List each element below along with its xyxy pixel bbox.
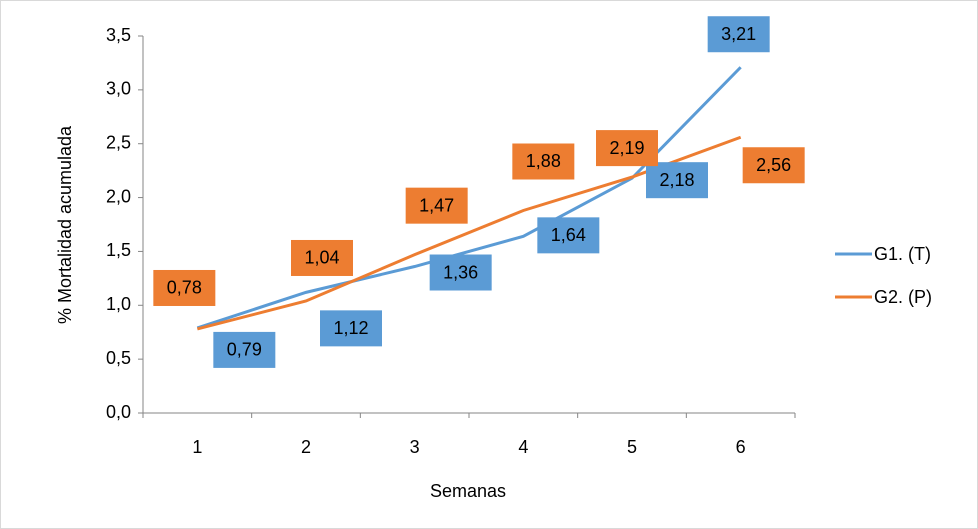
data-label: 0,79 [227, 340, 262, 360]
y-tick-label: 0,0 [106, 402, 131, 422]
data-label-box [646, 162, 708, 199]
data-label-box [213, 331, 276, 368]
data-label: 0,78 [167, 278, 202, 298]
y-tick-label: 3,5 [106, 25, 131, 45]
data-label: 2,56 [756, 155, 791, 175]
data-label: 1,64 [551, 225, 586, 245]
data-label-box [153, 269, 216, 306]
x-tick-label: 2 [301, 437, 311, 457]
y-axis-title: % Mortalidad acumulada [55, 125, 75, 324]
data-label: 1,04 [304, 248, 339, 268]
data-label-box [512, 143, 575, 180]
data-label: 2,18 [659, 170, 694, 190]
legend-label: G1. (T) [874, 244, 931, 264]
y-tick-label: 3,0 [106, 79, 131, 99]
data-label: 2,19 [609, 138, 644, 158]
legend-label: G2. (P) [874, 287, 932, 307]
data-label-box [320, 310, 382, 347]
data-label-box [537, 217, 600, 254]
x-axis-title: Semanas [430, 481, 506, 501]
y-tick-label: 0,5 [106, 348, 131, 368]
y-tick-label: 1,5 [106, 240, 131, 260]
data-label: 1,12 [333, 318, 368, 338]
x-tick-label: 3 [410, 437, 420, 457]
y-tick-label: 1,0 [106, 294, 131, 314]
data-label-box [429, 254, 492, 291]
data-label: 1,88 [526, 151, 561, 171]
x-tick-label: 5 [627, 437, 637, 457]
data-label: 3,21 [721, 24, 756, 44]
data-label: 1,47 [419, 195, 454, 215]
data-label: 1,36 [443, 262, 478, 282]
data-label-box [405, 187, 468, 224]
x-tick-label: 6 [736, 437, 746, 457]
y-tick-label: 2,5 [106, 132, 131, 152]
data-label-box [291, 239, 353, 276]
x-tick-label: 1 [192, 437, 202, 457]
data-label-box [707, 16, 770, 53]
data-label-box [596, 130, 658, 167]
data-label-box [742, 147, 805, 184]
y-tick-label: 2,0 [106, 186, 131, 206]
x-tick-label: 4 [518, 437, 528, 457]
